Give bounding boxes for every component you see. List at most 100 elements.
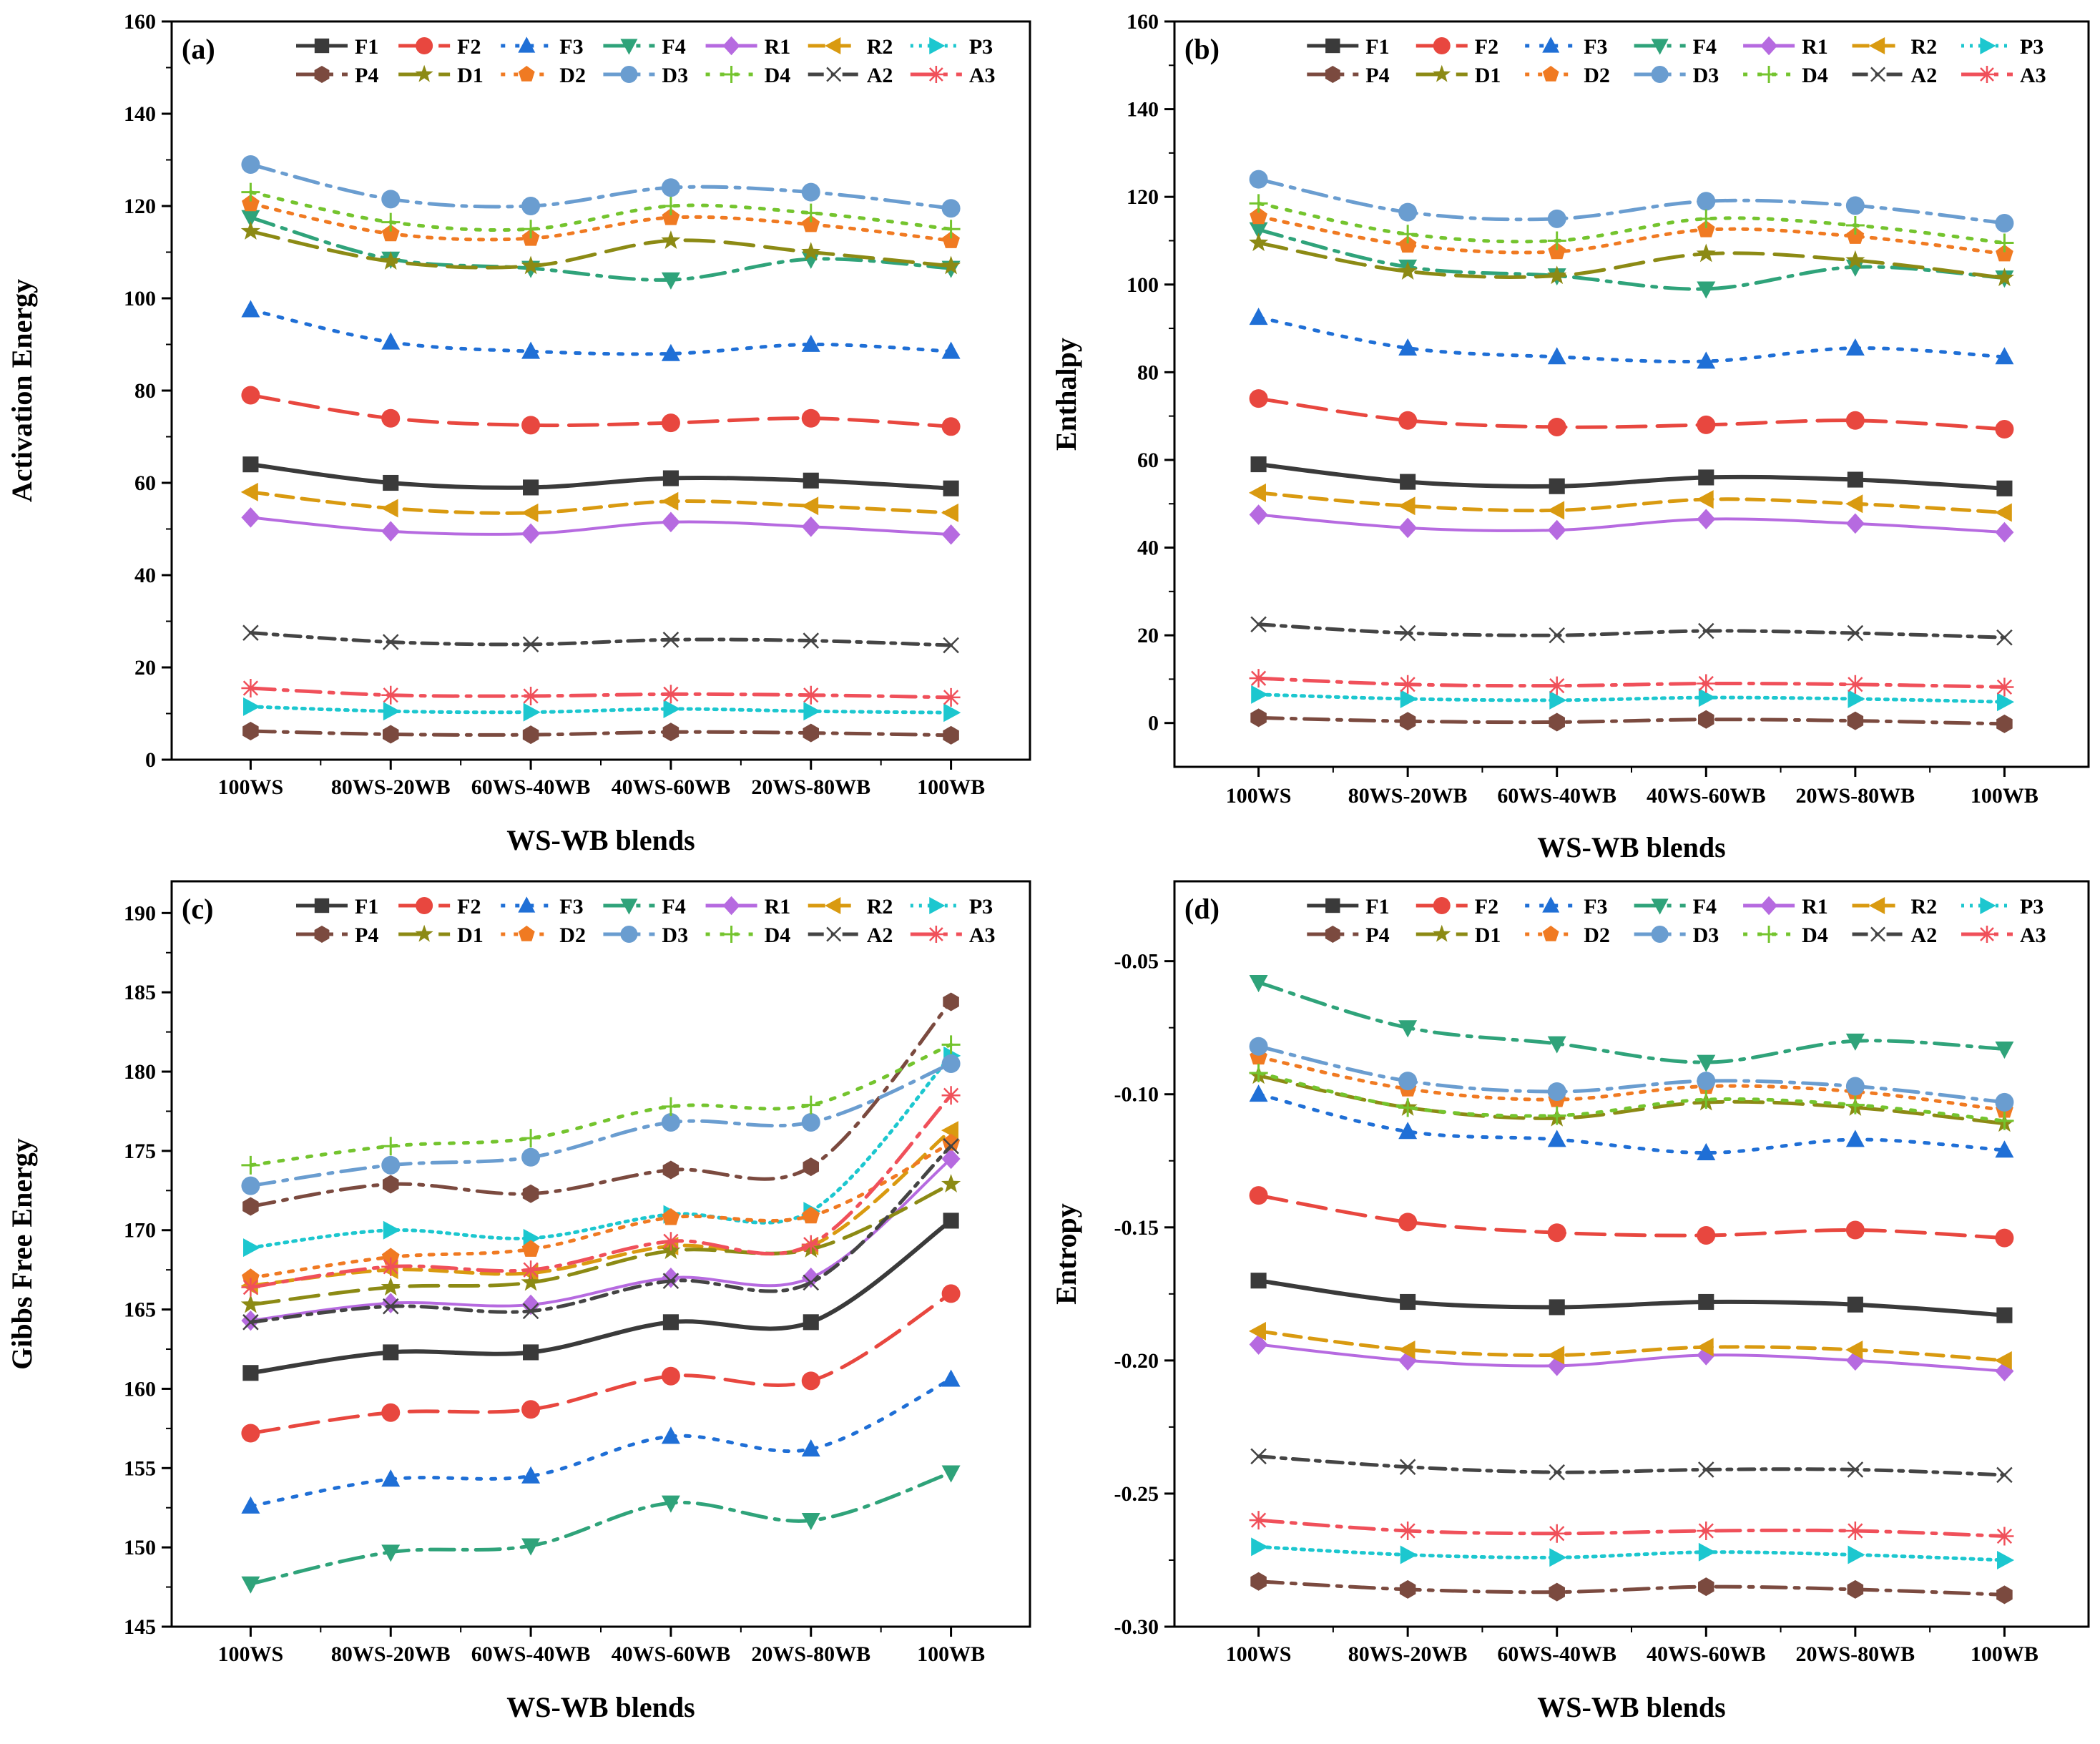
- data-point-R2: [1994, 1351, 2012, 1370]
- legend-marker-F1: [1325, 38, 1340, 54]
- series-A2: [1250, 1448, 2013, 1484]
- data-point-F4: [241, 210, 260, 227]
- series-D1: [1248, 1065, 2015, 1132]
- y-tick-label: 170: [124, 1219, 156, 1243]
- data-point-F3: [661, 343, 680, 361]
- legend-label: D1: [1475, 924, 1501, 947]
- series-P3: [1251, 1537, 2015, 1569]
- series-line-R1: [1257, 1343, 2006, 1373]
- data-point-F3: [1995, 347, 2014, 365]
- series-F3: [1249, 308, 2014, 369]
- data-point-P3: [1848, 1545, 1865, 1564]
- data-point-D3: [1398, 202, 1418, 222]
- data-point-A2: [1250, 616, 1267, 633]
- legend-label: F1: [355, 895, 378, 918]
- legend-marker-A2: [826, 67, 842, 82]
- data-point-D3: [241, 1176, 260, 1195]
- data-point-P3: [1251, 685, 1269, 704]
- data-point-F4: [1249, 222, 1268, 240]
- data-point-P3: [1251, 1537, 1269, 1557]
- data-point-F2: [661, 1366, 680, 1386]
- data-point-F3: [1398, 338, 1418, 356]
- data-point-F3: [381, 1469, 401, 1487]
- data-point-D1: [240, 221, 261, 240]
- series-line-D2: [248, 202, 953, 243]
- data-point-A3: [521, 1260, 541, 1280]
- data-point-R2: [1994, 503, 2012, 522]
- legend-marker-R1: [722, 36, 740, 56]
- data-point-F1: [1549, 1299, 1565, 1316]
- legend-item-D1: D1: [1415, 924, 1501, 947]
- data-point-F2: [941, 417, 961, 436]
- data-point-P4: [803, 1157, 820, 1177]
- y-tick-label: 20: [134, 656, 156, 680]
- series-line-F2: [1257, 396, 2006, 431]
- data-point-F3: [241, 1496, 260, 1514]
- data-point-P3: [1549, 1548, 1567, 1567]
- legend-marker-A2: [1870, 926, 1886, 942]
- series-line-D2: [1257, 1055, 2006, 1112]
- x-tick-label: 40WS-60WB: [1647, 1642, 1766, 1666]
- legend-marker-F3: [518, 896, 536, 913]
- legend-label: R1: [1802, 895, 1828, 918]
- x-tick-label: 100WB: [917, 775, 985, 799]
- data-point-R1: [801, 516, 820, 537]
- data-point-D4: [661, 1097, 680, 1116]
- data-point-F1: [803, 1314, 819, 1331]
- data-point-D3: [1845, 1077, 1865, 1096]
- series-line-D1: [248, 229, 953, 270]
- data-point-D2: [1548, 242, 1566, 260]
- x-tick-label: 20WS-80WB: [1796, 1642, 1915, 1666]
- legend-item-D2: D2: [1525, 924, 1610, 947]
- legend-label: F2: [1475, 35, 1498, 59]
- data-point-A2: [522, 1303, 539, 1320]
- series-line-P4: [1257, 1579, 2006, 1597]
- legend-item-A3: A3: [910, 64, 996, 87]
- legend-label: F3: [1584, 895, 1607, 918]
- series-line-R1: [1257, 513, 2006, 534]
- data-point-D3: [1249, 170, 1268, 189]
- legend-label: P4: [1365, 64, 1389, 87]
- legend-marker-R1: [722, 896, 740, 916]
- y-tick-label: 155: [124, 1456, 156, 1480]
- chart-panel-2: 145 150 155 160 165 170 175 180 185 190 100WS 80WS-…: [6, 880, 1031, 1723]
- legend-marker-F2: [1433, 897, 1451, 914]
- series-line-A2: [1257, 1454, 2006, 1477]
- legend-marker-P3: [1980, 897, 1996, 914]
- series-line-A3: [248, 686, 953, 700]
- y-tick-label: -0.30: [1114, 1615, 1159, 1639]
- series-line-F2: [248, 1291, 953, 1436]
- legend-label: D1: [1475, 64, 1501, 87]
- legend-marker-D1: [1433, 924, 1451, 942]
- data-point-D1: [1248, 232, 1269, 252]
- data-point-D3: [521, 1147, 541, 1167]
- legend-item-R1: R1: [1743, 35, 1828, 59]
- data-point-F4: [1995, 1042, 2014, 1059]
- data-point-D3: [381, 190, 401, 209]
- data-point-F2: [801, 408, 820, 428]
- data-point-F4: [241, 1576, 260, 1594]
- x-tick-label: 60WS-40WB: [1497, 784, 1616, 808]
- y-axis-label: Entropy: [1050, 1203, 1082, 1305]
- x-tick-label: 60WS-40WB: [1497, 1642, 1616, 1666]
- data-point-F2: [1995, 1228, 2014, 1248]
- y-tick-label: 160: [1127, 10, 1159, 34]
- legend-label: P4: [1365, 924, 1389, 947]
- legend-item-P3: P3: [1961, 895, 2043, 918]
- data-point-R1: [1249, 504, 1268, 525]
- series-line-D4: [1257, 201, 2006, 245]
- data-point-P4: [1847, 711, 1864, 730]
- data-point-A2: [1549, 627, 1566, 644]
- legend-label: F2: [457, 895, 481, 918]
- x-tick-label: 20WS-80WB: [751, 1642, 870, 1666]
- legend-label: A2: [1911, 924, 1938, 947]
- series-line-D4: [1257, 1071, 2006, 1123]
- legend-item-F3: F3: [1525, 35, 1608, 59]
- data-point-A3: [941, 1086, 961, 1105]
- legend-item-F4: F4: [1634, 895, 1717, 918]
- data-point-D3: [941, 1054, 961, 1073]
- data-point-P4: [662, 722, 679, 742]
- data-point-A2: [1549, 1464, 1566, 1481]
- data-point-F1: [1996, 1307, 2013, 1323]
- y-tick-label: 80: [1137, 361, 1159, 384]
